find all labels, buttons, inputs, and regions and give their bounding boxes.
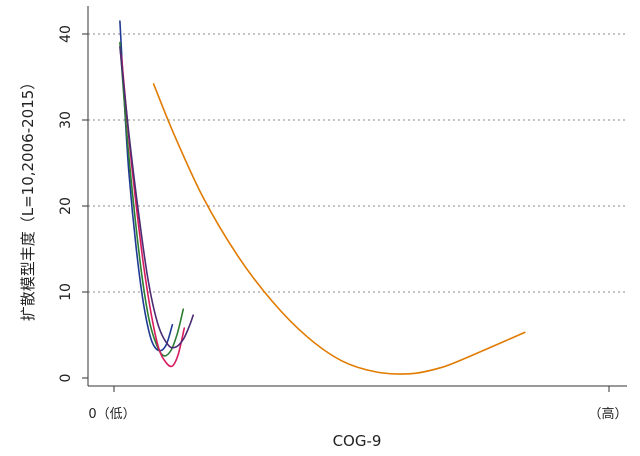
series-line-4 bbox=[119, 46, 194, 349]
y-axis-label: 扩散模型丰度（L=10,2006-2015） bbox=[19, 75, 37, 322]
series-lines bbox=[119, 20, 526, 375]
x-axis-label: COG-9 bbox=[333, 432, 382, 450]
axis-labels: 扩散模型丰度（L=10,2006-2015） COG-9 0（低） （高） bbox=[19, 75, 628, 450]
y-tick-label-0: 0 bbox=[58, 374, 74, 383]
y-tick-label-10: 10 bbox=[58, 283, 74, 301]
series-line-3 bbox=[120, 54, 186, 368]
y-tick-label-40: 40 bbox=[58, 25, 74, 43]
axes: 0 10 20 30 40 bbox=[58, 6, 627, 392]
y-tick-label-20: 20 bbox=[58, 197, 74, 215]
grid-lines bbox=[88, 33, 627, 293]
y-tick-label-30: 30 bbox=[58, 111, 74, 129]
series-line-5 bbox=[152, 83, 526, 375]
x-tick-label-high: （高） bbox=[588, 406, 627, 422]
x-tick-label-low: 0（低） bbox=[88, 407, 135, 422]
series-line-2 bbox=[119, 41, 185, 357]
